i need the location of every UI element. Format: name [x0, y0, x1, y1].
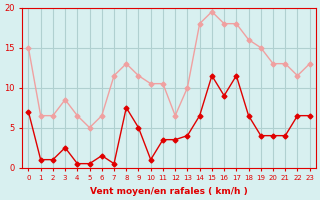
X-axis label: Vent moyen/en rafales ( km/h ): Vent moyen/en rafales ( km/h ) [90, 187, 248, 196]
